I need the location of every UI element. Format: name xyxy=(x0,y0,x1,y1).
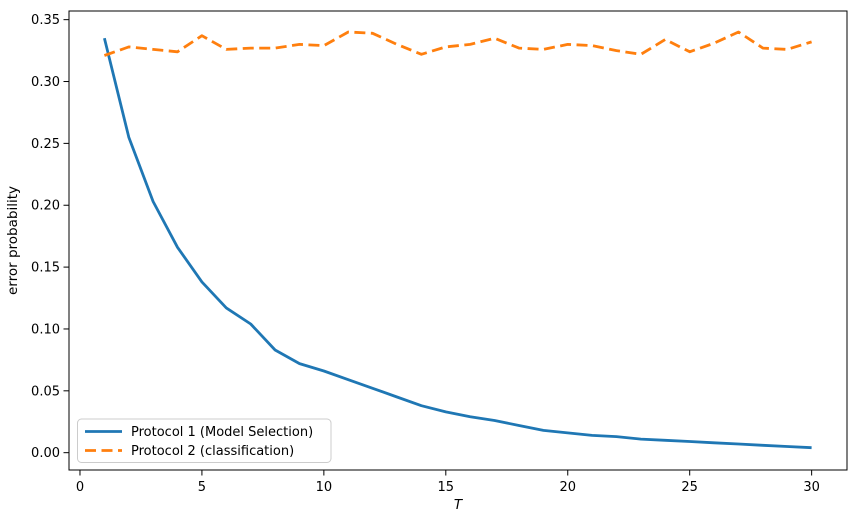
y-axis-label: error probability xyxy=(5,186,21,295)
legend: Protocol 1 (Model Selection) Protocol 2 … xyxy=(77,418,332,463)
y-tick-label: 0.35 xyxy=(31,13,60,28)
legend-label-protocol-1: Protocol 1 (Model Selection) xyxy=(131,425,313,440)
y-axis-ticks: 0.00 0.05 0.10 0.15 0.20 0.25 0.30 0.35 xyxy=(31,13,69,461)
x-axis-ticks: 0 5 10 15 20 25 30 xyxy=(76,470,820,495)
series-lines xyxy=(103,30,813,450)
series-line-2 xyxy=(103,30,813,57)
x-axis-label: T xyxy=(454,497,464,513)
x-tick-label: 20 xyxy=(559,480,576,495)
legend-label-protocol-2: Protocol 2 (classification) xyxy=(131,444,294,459)
y-tick-label: 0.15 xyxy=(31,261,60,276)
y-tick-label: 0.25 xyxy=(31,137,60,152)
x-tick-label: 30 xyxy=(803,480,820,495)
x-tick-label: 15 xyxy=(438,480,455,495)
x-tick-label: 5 xyxy=(198,480,206,495)
x-tick-label: 0 xyxy=(76,480,84,495)
y-tick-label: 0.20 xyxy=(31,199,60,214)
x-tick-label: 10 xyxy=(316,480,333,495)
series-line-1 xyxy=(103,37,812,450)
plot-area xyxy=(68,10,848,471)
y-tick-label: 0.10 xyxy=(31,322,60,337)
legend-box xyxy=(77,418,332,463)
y-tick-label: 0.30 xyxy=(31,75,60,90)
y-tick-label: 0.05 xyxy=(31,384,60,399)
y-tick-label: 0.00 xyxy=(31,446,60,461)
x-tick-label: 25 xyxy=(681,480,698,495)
